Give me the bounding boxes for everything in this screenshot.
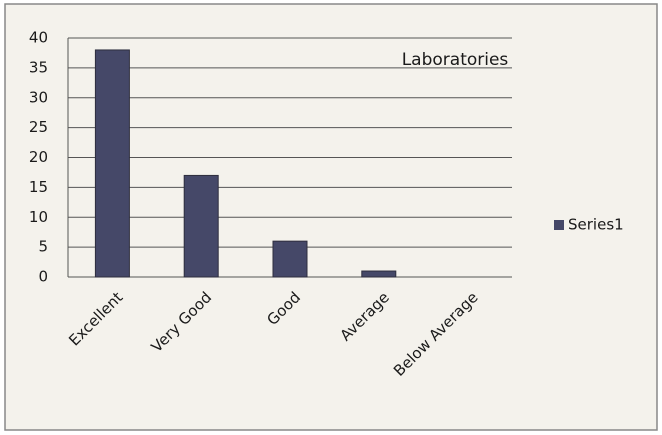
y-tick-label: 40 xyxy=(29,29,48,47)
y-tick-label: 15 xyxy=(29,178,48,196)
y-tick-label: 25 xyxy=(29,118,48,136)
legend-swatch xyxy=(554,220,564,230)
y-tick-label: 0 xyxy=(38,268,48,286)
bar xyxy=(183,174,219,278)
y-tick-label: 10 xyxy=(29,208,48,226)
bar xyxy=(94,49,130,278)
bar xyxy=(361,270,397,278)
y-tick-label: 5 xyxy=(38,238,48,256)
bar xyxy=(272,240,308,278)
y-tick-label: 30 xyxy=(29,88,48,106)
y-tick-label: 20 xyxy=(29,148,48,166)
legend-label: Series1 xyxy=(568,216,624,234)
y-tick-label: 35 xyxy=(29,58,48,76)
chart-title: Laboratories xyxy=(402,50,509,70)
